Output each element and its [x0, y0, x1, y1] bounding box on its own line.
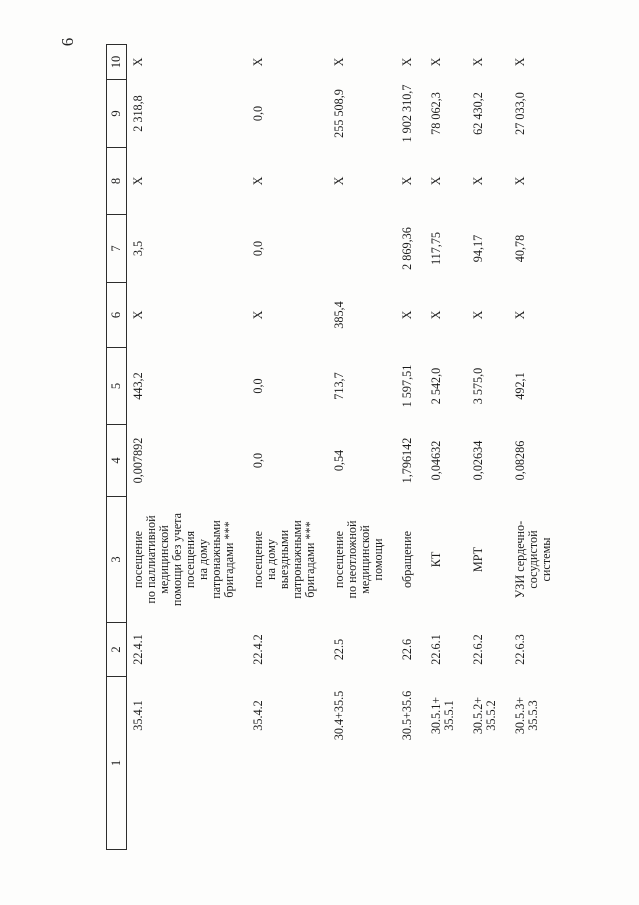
table-row: 30.5.1+ 35.5.1 22.6.1 КТ 0,04632 2 542,0 X 117… — [429, 45, 472, 850]
tariff-table-container: 1 2 3 4 5 6 7 8 9 10 35.4.1 22.4.1 посещение по пал… — [106, 44, 569, 850]
column-header-6: 6 — [106, 282, 127, 348]
table-cell-r4-c7: 2 869,36 — [400, 227, 414, 270]
column-number-header-row: 1 2 3 4 5 6 7 8 9 10 — [106, 44, 127, 850]
table-row: 30.5.3+ 35.5.3 22.6.3 УЗИ сердечно- сосуди… — [513, 45, 569, 850]
table-cell-r5-c5: 2 542,0 — [429, 367, 443, 405]
table-cell-r2-c9: 0,0 — [251, 105, 265, 122]
table-cell-r5-c1: 30.5.1+ 35.5.1 — [429, 696, 456, 735]
table-cell-r5-c10: X — [429, 57, 443, 67]
column-header-10: 10 — [106, 44, 127, 80]
table-cell-r2-c4: 0,0 — [251, 452, 265, 469]
table-cell-r5-c8: X — [429, 176, 443, 186]
table-cell-r4-c8: X — [400, 176, 414, 186]
tariff-table: 1 2 3 4 5 6 7 8 9 10 35.4.1 22.4.1 посещение по пал… — [106, 44, 569, 850]
table-cell-r4-c10: X — [400, 57, 414, 67]
table-cell-r3-c3: посещение по неотложной медицинской помо… — [332, 520, 385, 599]
table-cell-r7-c1: 30.5.3+ 35.5.3 — [513, 696, 540, 735]
table-cell-r3-c9: 255 508,9 — [332, 89, 346, 138]
table-cell-r6-c3: МРТ — [471, 546, 485, 573]
table-cell-r6-c6: X — [471, 310, 485, 320]
table-cell-r6-c2: 22.6.2 — [471, 634, 485, 665]
table-cell-r3-c6: 385,4 — [332, 301, 346, 329]
table-cell-r5-c7: 117,75 — [429, 231, 443, 266]
page-number: 6 — [58, 37, 77, 47]
table-cell-r1-c2: 22.4.1 — [131, 634, 145, 665]
table-cell-r6-c5: 3 575,0 — [471, 367, 485, 405]
table-row: 30.5.2+ 35.5.2 22.6.2 МРТ 0,02634 3 575,0 X 94… — [471, 45, 514, 850]
table-cell-r5-c6: X — [429, 310, 443, 320]
column-header-4: 4 — [106, 424, 127, 497]
table-row: 35.4.1 22.4.1 посещение по паллиативной ме… — [127, 45, 253, 850]
table-cell-r6-c1: 30.5.2+ 35.5.2 — [471, 696, 498, 735]
table-cell-r6-c9: 62 430,2 — [471, 92, 485, 135]
table-cell-r5-c3: КТ — [429, 551, 443, 568]
table-cell-r4-c2: 22.6 — [400, 638, 414, 661]
table-cell-r1-c6: X — [131, 310, 145, 320]
column-header-3: 3 — [106, 496, 127, 623]
table-row: 30.5+35.6 22.6 обращение 1,796142 1 597,51 X 2… — [400, 45, 430, 850]
table-header-row-group: 1 2 3 4 5 6 7 8 9 10 — [106, 44, 127, 850]
table-cell-r4-c9: 1 902 310,7 — [400, 84, 414, 143]
table-cell-r1-c1: 35.4.1 — [131, 700, 145, 731]
table-cell-r2-c2: 22.4.2 — [251, 634, 265, 665]
table-cell-r3-c1: 30.4+35.5 — [332, 690, 346, 741]
table-cell-r3-c4: 0,54 — [332, 449, 346, 472]
table-cell-r6-c7: 94,17 — [471, 234, 485, 263]
table-cell-r1-c10: X — [131, 57, 145, 67]
table-row: 35.4.2 22.4.2 посещение на дому выездными … — [251, 45, 333, 850]
table-cell-r2-c3: посещение на дому выездными патронажными… — [251, 520, 317, 599]
table-cell-r7-c9: 27 033,0 — [513, 92, 527, 135]
table-cell-r7-c10: X — [513, 57, 527, 67]
column-header-1: 1 — [106, 676, 127, 850]
table-cell-r7-c7: 40,78 — [513, 234, 527, 263]
table-cell-r2-c10: X — [251, 57, 265, 67]
table-cell-r1-c3: посещение по паллиативной медицинской по… — [131, 512, 236, 607]
column-header-7: 7 — [106, 214, 127, 283]
table-cell-r7-c3: УЗИ сердечно- сосудистой системы — [513, 520, 553, 599]
table-cell-r3-c5: 713,7 — [332, 372, 346, 400]
table-cell-r1-c8: X — [131, 176, 145, 186]
table-cell-r2-c6: X — [251, 310, 265, 320]
table-cell-r2-c5: 0,0 — [251, 378, 265, 394]
column-header-5: 5 — [106, 347, 127, 425]
table-cell-r2-c1: 35.4.2 — [251, 700, 265, 731]
table-cell-r7-c6: X — [513, 310, 527, 320]
table-cell-r4-c1: 30.5+35.6 — [400, 690, 414, 741]
table-body: 35.4.1 22.4.1 посещение по паллиативной ме… — [127, 45, 570, 850]
table-cell-r3-c10: X — [332, 57, 346, 67]
table-cell-r6-c4: 0,02634 — [471, 440, 485, 481]
table-cell-r3-c2: 22.5 — [332, 638, 346, 661]
table-cell-r5-c2: 22.6.1 — [429, 634, 443, 665]
table-cell-r1-c7: 3,5 — [131, 240, 145, 257]
column-header-8: 8 — [106, 147, 127, 215]
table-cell-r1-c9: 2 318,8 — [131, 95, 145, 132]
column-header-9: 9 — [106, 79, 127, 148]
table-cell-r6-c8: X — [471, 176, 485, 186]
table-cell-r4-c6: X — [400, 310, 414, 320]
table-cell-r6-c10: X — [471, 57, 485, 67]
table-cell-r7-c4: 0,08286 — [513, 440, 527, 481]
table-cell-r4-c4: 1,796142 — [400, 437, 414, 484]
table-cell-r3-c7 — [333, 215, 401, 283]
table-cell-r1-c4: 0,007892 — [131, 437, 145, 484]
table-cell-r1-c5: 443,2 — [131, 372, 145, 400]
table-cell-r7-c5: 492,1 — [513, 372, 527, 400]
table-cell-r2-c8: X — [251, 176, 265, 186]
table-row: 30.4+35.5 22.5 посещение по неотложной мед… — [332, 45, 401, 850]
table-cell-r4-c5: 1 597,51 — [400, 364, 414, 408]
table-cell-r5-c4: 0,04632 — [429, 440, 443, 481]
table-cell-r3-c8: X — [332, 176, 346, 186]
table-cell-r2-c7: 0,0 — [251, 240, 265, 257]
column-header-2: 2 — [106, 622, 127, 677]
table-cell-r5-c9: 78 062,3 — [429, 92, 443, 135]
table-cell-r7-c8: X — [513, 176, 527, 186]
table-cell-r7-c2: 22.6.3 — [513, 634, 527, 665]
table-cell-r4-c3: обращение — [400, 530, 414, 589]
